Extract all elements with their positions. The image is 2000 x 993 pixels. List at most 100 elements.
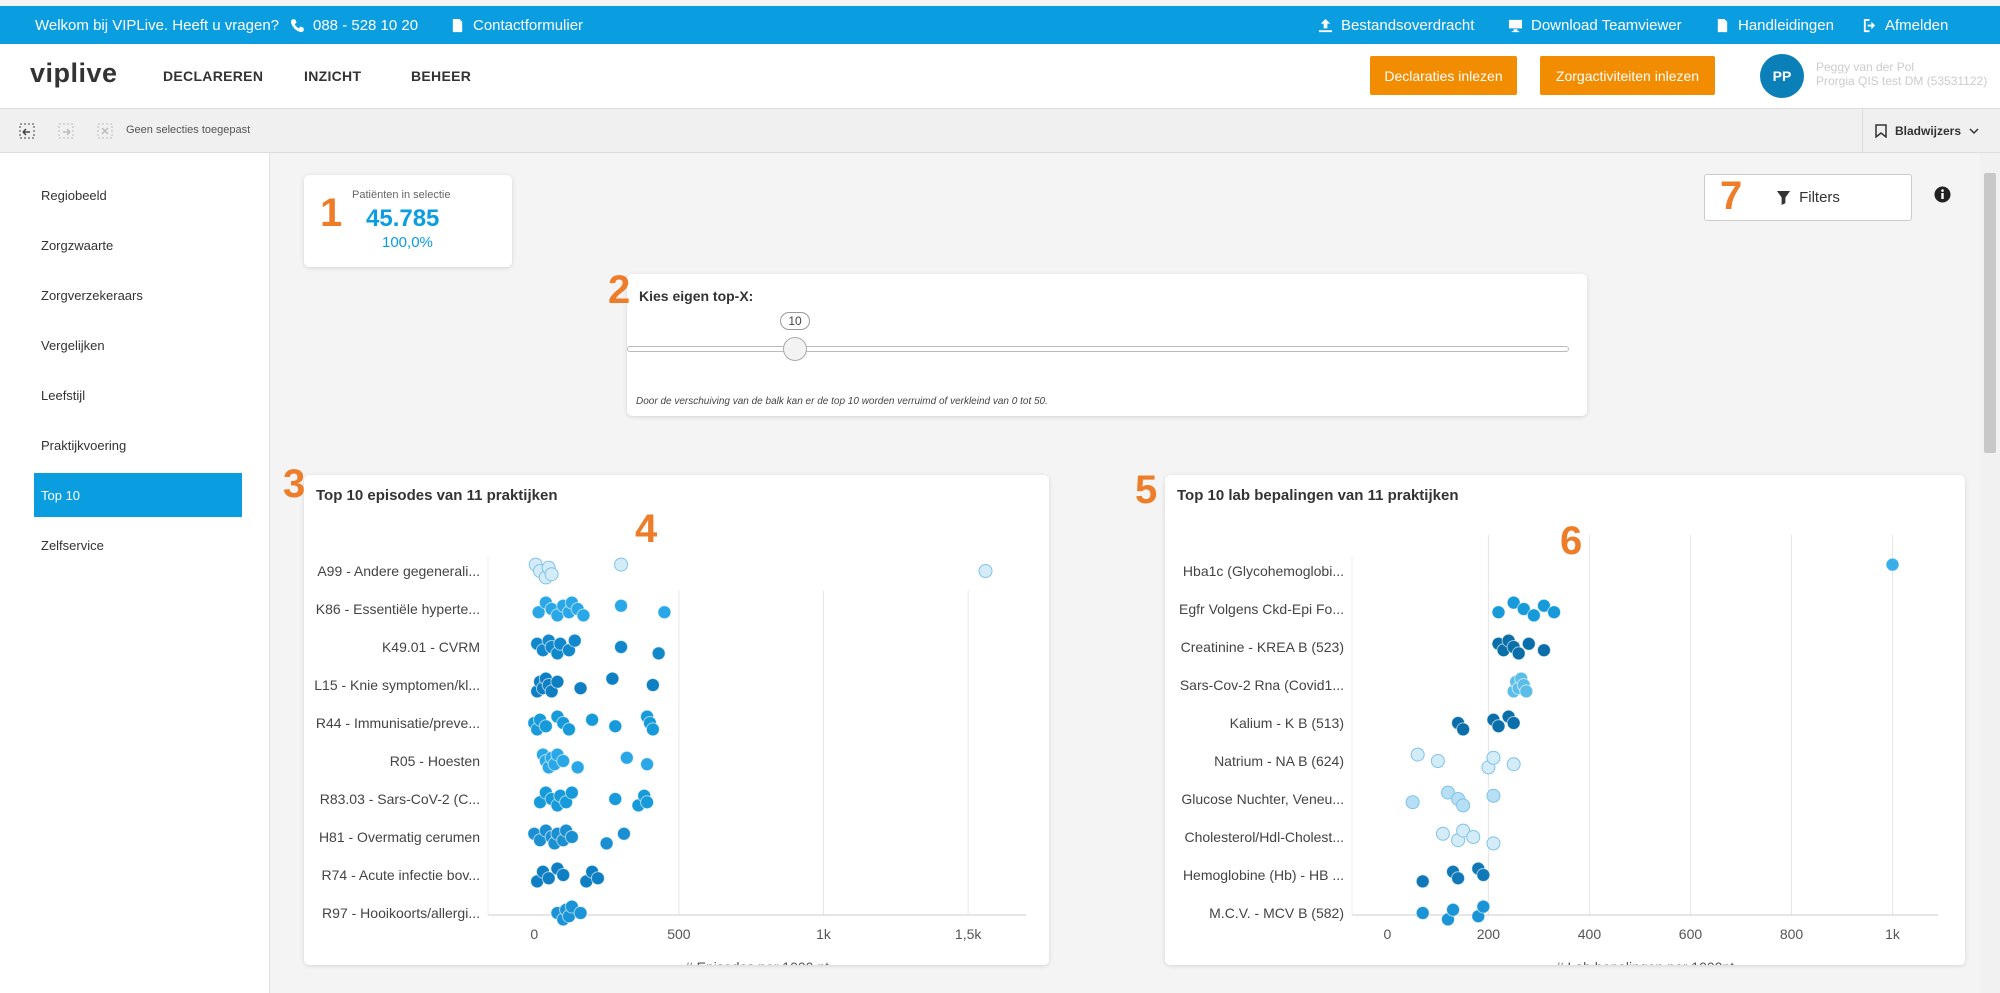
category-label: L15 - Knie symptomen/kl...	[314, 677, 480, 693]
x-axis-label: # Lab bepalingen per 1000pt	[1556, 959, 1734, 965]
scrollbar-thumb[interactable]	[1984, 173, 1996, 453]
phone-link[interactable]: 088 - 528 10 20	[290, 17, 418, 34]
data-point	[1486, 788, 1501, 803]
teamviewer-link[interactable]: Download Teamviewer	[1508, 17, 1682, 34]
data-point	[645, 678, 660, 692]
data-point	[1466, 830, 1481, 844]
info-icon[interactable]	[1934, 186, 1951, 203]
x-tick-label: 600	[1679, 926, 1703, 942]
upload-icon	[1318, 18, 1333, 32]
slider-hint: Door de verschuiving van de balk kan er …	[636, 396, 1048, 407]
data-point	[614, 598, 629, 613]
manuals-link[interactable]: Handleidingen	[1715, 17, 1834, 34]
category-label: Egfr Volgens Ckd-Epi Fo...	[1179, 601, 1344, 617]
category-label: H81 - Overmatig cerumen	[319, 829, 480, 845]
annotation-marker-2: 2	[608, 268, 631, 312]
slider-track[interactable]	[627, 346, 1569, 352]
lab-chart: 0 200 400 600 800 1k # Lab bepalingen per 1000…	[1179, 535, 1938, 965]
category-label: K86 - Essentiële hyperte...	[316, 601, 480, 617]
data-point	[541, 871, 556, 886]
data-point	[550, 674, 565, 689]
user-org: Prorgia QIS test DM (53531122)	[1816, 74, 1988, 88]
data-point	[531, 605, 546, 620]
data-point	[573, 681, 588, 696]
phone-number: 088 - 528 10 20	[313, 16, 419, 34]
zorgactiviteiten-inlezen-button[interactable]: Zorgactiviteiten inlezen	[1540, 56, 1715, 95]
category-label: Hemoglobine (Hb) - HB ...	[1183, 867, 1344, 883]
annotation-marker-7: 7	[1720, 174, 1743, 218]
kpi-percentage: 100,0%	[382, 234, 433, 251]
data-point	[561, 722, 576, 737]
declaraties-inlezen-button[interactable]: Declaraties inlezen	[1370, 56, 1517, 95]
page-scrollbar[interactable]	[1980, 153, 2000, 993]
clear-selection-icon[interactable]	[97, 123, 113, 139]
nav-inzicht[interactable]: INZICHT	[304, 68, 362, 84]
filters-label: Filters	[1799, 189, 1840, 206]
kpi-value: 45.785	[366, 205, 440, 232]
filters-button[interactable]: Filters	[1704, 174, 1912, 221]
category-label: Cholesterol/Hdl-Cholest...	[1184, 829, 1344, 845]
user-info: Peggy van der Pol Prorgia QIS test DM (5…	[1816, 60, 1987, 88]
sidebar-item-zelfservice[interactable]: Zelfservice	[41, 537, 104, 553]
sidebar-item-vergelijken[interactable]: Vergelijken	[41, 337, 105, 353]
slider-title: Kies eigen top-X:	[639, 288, 754, 304]
data-point	[1486, 750, 1501, 765]
x-axis-label: # Episodes per 1000 pt	[685, 959, 829, 965]
category-label: R44 - Immunisatie/preve...	[316, 715, 480, 731]
data-point	[599, 836, 614, 851]
category-label: R05 - Hoesten	[390, 753, 480, 769]
data-point	[1491, 719, 1506, 734]
x-tick-label: 400	[1578, 926, 1602, 942]
lab-chart-title: Top 10 lab bepalingen van 11 praktijken	[1177, 487, 1459, 504]
sidebar-item-regiobeeld[interactable]: Regiobeeld	[41, 187, 107, 203]
data-point	[619, 750, 634, 765]
data-point	[570, 760, 585, 775]
category-label: K49.01 - CVRM	[382, 639, 480, 655]
nav-beheer[interactable]: BEHEER	[411, 68, 472, 84]
annotation-marker-3: 3	[283, 462, 306, 506]
contact-label: Contactformulier	[473, 16, 584, 34]
selection-back-icon[interactable]	[19, 123, 35, 139]
x-tick-label: 0	[530, 926, 538, 942]
contact-link[interactable]: Contactformulier	[450, 17, 583, 34]
sidebar-item-praktijkvoering[interactable]: Praktijkvoering	[41, 437, 127, 453]
bookmarks-button[interactable]: Bladwijzers	[1862, 109, 2000, 153]
nav-declareren[interactable]: DECLAREREN	[163, 68, 264, 84]
sidebar-item-zorgzwaarte[interactable]: Zorgzwaarte	[41, 237, 114, 253]
category-label: Hba1c (Glycohemoglobi...	[1183, 563, 1344, 579]
data-point	[1430, 754, 1445, 768]
slider-thumb[interactable]	[783, 337, 807, 361]
data-point	[978, 564, 993, 578]
sidebar-item-leefstijl[interactable]: Leefstijl	[41, 387, 86, 403]
logout-icon	[1863, 18, 1876, 32]
logo[interactable]: viplive	[30, 58, 118, 88]
data-point	[1536, 598, 1551, 613]
transfer-link[interactable]: Bestandsoverdracht	[1318, 17, 1474, 34]
selection-bar: Geen selecties toegepast Bladwijzers	[0, 109, 2000, 153]
selection-forward-icon[interactable]	[58, 123, 74, 139]
data-point	[1519, 684, 1534, 699]
data-point	[1885, 557, 1900, 572]
x-tick-label: 1k	[816, 926, 832, 942]
logout-link[interactable]: Afmelden	[1862, 17, 1948, 34]
data-point	[590, 871, 605, 886]
data-point	[1547, 605, 1562, 620]
data-point	[1456, 722, 1471, 737]
data-point	[1486, 836, 1501, 851]
data-point	[1451, 871, 1466, 886]
data-point	[1415, 874, 1430, 889]
x-tick-label: 200	[1477, 926, 1501, 942]
data-point	[544, 567, 559, 582]
data-point	[614, 640, 629, 654]
top-info-bar: Welkom bij VIPLive. Heeft u vragen? 088 …	[0, 6, 2000, 44]
transfer-label: Bestandsoverdracht	[1341, 16, 1475, 34]
category-label: A99 - Andere gegenerali...	[317, 563, 480, 579]
sidebar-item-top-10[interactable]: Top 10	[34, 473, 242, 517]
data-point	[564, 830, 579, 844]
sidebar-item-zorgverzekeraars[interactable]: Zorgverzekeraars	[41, 287, 143, 303]
avatar[interactable]: PP	[1760, 54, 1804, 98]
data-point	[1506, 757, 1521, 772]
selection-status: Geen selecties toegepast	[126, 124, 251, 136]
sidebar: Regiobeeld Zorgzwaarte Zorgverzekeraars …	[0, 153, 270, 993]
category-label: R97 - Hooikoorts/allergi...	[322, 905, 480, 921]
